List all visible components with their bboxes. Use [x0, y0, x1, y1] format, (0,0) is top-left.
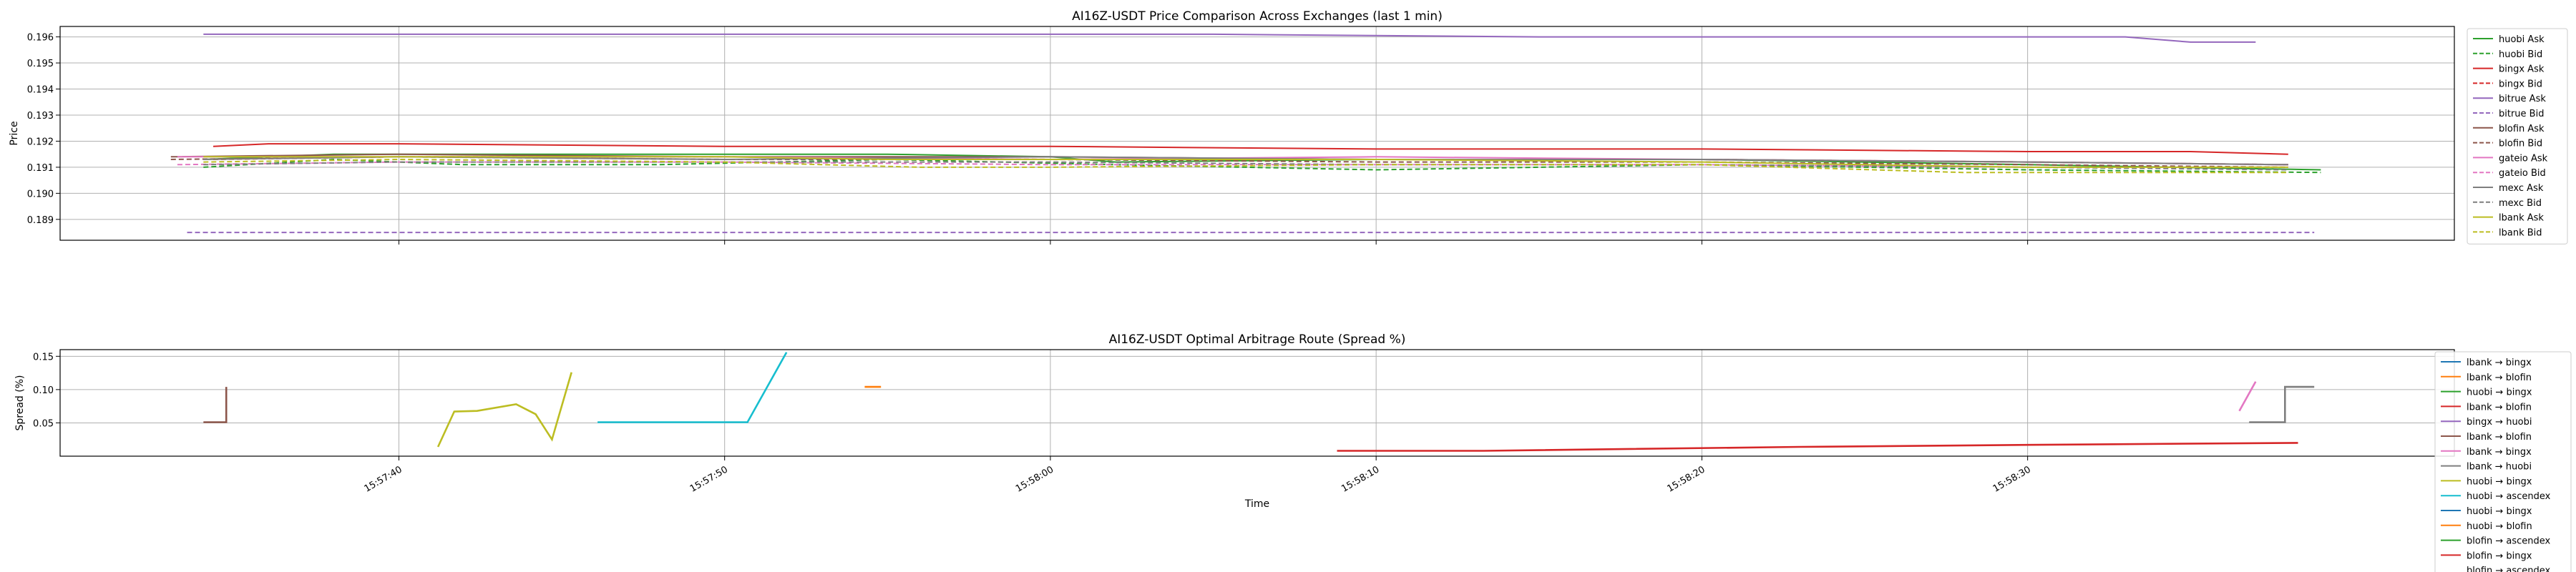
legend-entry: huobi → bingx [2467, 476, 2532, 487]
spread-panel: 15:57:40 15:57:50 15:58:00 15:58:10 15:58:20… [14, 332, 2572, 572]
price-panel: 0.189 0.190 0.191 0.192 0.193 0.194 0.195 0.196… [9, 9, 2568, 245]
legend-entry: gateio Ask [2499, 153, 2548, 164]
legend-entry: bingx → huobi [2467, 417, 2532, 428]
plot-frame [59, 349, 2455, 457]
series-group [203, 352, 2315, 452]
series-line [2249, 385, 2315, 423]
y-tick-label: 0.195 [27, 59, 54, 69]
series-line [2238, 381, 2257, 412]
x-tick-label: 15:58:10 [1340, 464, 1381, 494]
y-tick-label: 0.15 [33, 352, 54, 363]
series-line [436, 372, 572, 448]
y-axis-label: Price [9, 121, 20, 145]
series-line [213, 143, 2288, 155]
legend-entry: huobi Ask [2499, 34, 2545, 45]
legend-entry: blofin → ascendex [2467, 536, 2551, 547]
plot-frame [59, 26, 2455, 241]
legend-entry: blofin Ask [2499, 124, 2545, 134]
legend-entry: mexc Ask [2499, 183, 2544, 194]
y-tick-label: 0.196 [27, 33, 54, 44]
legend-entry: bitrue Bid [2499, 109, 2544, 119]
y-tick-label: 0.189 [27, 215, 54, 226]
x-tick-label: 15:58:00 [1014, 464, 1055, 494]
legend-entry: huobi → bingx [2467, 388, 2532, 398]
y-tick-label: 0.190 [27, 189, 54, 199]
legend-entry: mexc Bid [2499, 198, 2542, 209]
legend-entry: blofin → bingx [2467, 551, 2532, 561]
series-group [170, 33, 2321, 234]
legend-box [2467, 28, 2568, 245]
legend-entry: lbank → blofin [2467, 402, 2532, 413]
y-tick-label: 0.192 [27, 137, 54, 147]
series-line [203, 387, 228, 423]
legend-entry: lbank → huobi [2467, 462, 2532, 473]
series-line [170, 156, 2288, 168]
series-line [203, 33, 2256, 43]
x-tick-label: 15:57:40 [363, 464, 404, 494]
y-tick-label: 0.194 [27, 85, 54, 96]
x-tick-label: 15:58:20 [1666, 464, 1707, 494]
y-axis-label: Spread (%) [14, 375, 26, 431]
x-tick-label: 15:58:30 [1991, 464, 2033, 494]
legend-entry: gateio Bid [2499, 168, 2546, 179]
series-line [1337, 442, 2298, 452]
series-line [203, 158, 2288, 174]
legend-entry: lbank → blofin [2467, 373, 2532, 383]
y-tick-label: 0.10 [33, 385, 54, 396]
legend-entry: lbank → blofin [2467, 432, 2532, 443]
legend-entry: bingx Ask [2499, 64, 2545, 75]
legend-entry: lbank Bid [2499, 227, 2542, 238]
series-line [597, 352, 788, 423]
x-tick-label: 15:57:50 [688, 464, 730, 494]
legend: huobi Ask huobi Bid bingx Ask bingx Bid bitr… [2467, 28, 2568, 245]
legend-entry: bingx Bid [2499, 79, 2542, 89]
chart-title: AI16Z-USDT Optimal Arbitrage Route (Spre… [1109, 332, 1406, 347]
legend-box [2434, 351, 2572, 572]
chart-title: AI16Z-USDT Price Comparison Across Excha… [1072, 9, 1443, 24]
y-tick-label: 0.191 [27, 163, 54, 174]
series-line [203, 161, 2288, 171]
legend-entry: bitrue Ask [2499, 94, 2546, 104]
legend-entry: blofin → ascendex [2467, 566, 2551, 572]
legend-entry: huobi Bid [2499, 49, 2542, 60]
legend-entry: lbank Ask [2499, 213, 2544, 224]
y-tick-label: 0.05 [33, 418, 54, 429]
legend-entry: huobi → bingx [2467, 506, 2532, 517]
series-line [203, 156, 2288, 168]
x-axis-label: Time [1244, 498, 1269, 510]
legend-entry: lbank → bingx [2467, 358, 2532, 368]
y-tick-label: 0.193 [27, 111, 54, 122]
legend-entry: huobi → ascendex [2467, 491, 2551, 502]
legend-entry: blofin Bid [2499, 139, 2542, 149]
legend-entry: lbank → bingx [2467, 447, 2532, 458]
legend-entry: huobi → blofin [2467, 521, 2532, 532]
legend: lbank → bingx lbank → blofin huobi → bingx… [2434, 351, 2572, 572]
